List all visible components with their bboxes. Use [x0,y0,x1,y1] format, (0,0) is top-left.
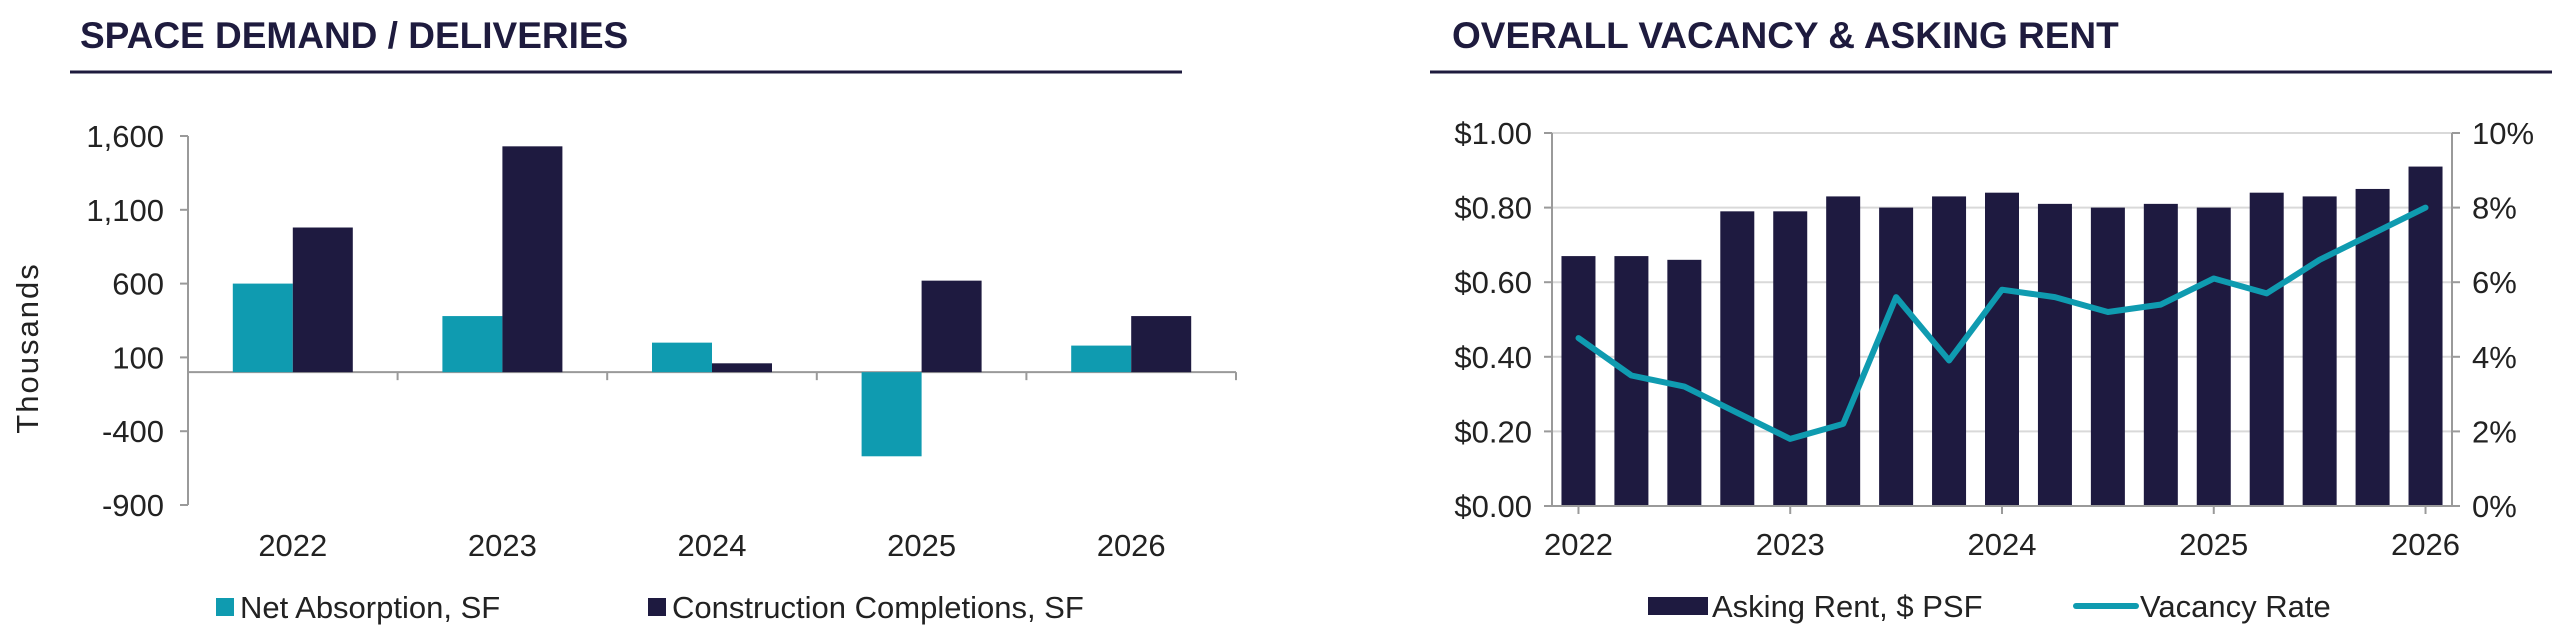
bar-asking-rent [2249,192,2284,506]
x-tick-label: 2025 [2179,527,2248,562]
x-tick-label: 2023 [1756,527,1825,562]
line-vacancy-rate [1575,204,2429,442]
legend-label: Asking Rent, $ PSF [1712,589,1983,624]
y2-tick-label: 0% [2472,489,2517,524]
legend-label: Net Absorption, SF [240,590,500,625]
bar-construction-completions [1131,316,1192,373]
y-tick-label: $1.00 [1454,116,1532,151]
bar-asking-rent [2143,203,2178,506]
legend-swatch-bar [1648,597,1708,615]
bar-construction-completions [292,227,353,373]
legend: Asking Rent, $ PSF Vacancy Rate [1648,589,2331,624]
space-demand-chart: SPACE DEMAND / DELIVERIES Thousands 1,60… [0,0,1240,633]
bar-asking-rent [1561,256,1596,506]
y-tick-label: 1,600 [86,119,164,154]
vacancy-rent-chart: OVERALL VACANCY & ASKING RENT $1.00 10% $0… [1400,0,2560,633]
bar-asking-rent [1720,211,1755,506]
bar-net-absorption [861,372,922,457]
x-tick-label: 2022 [258,528,327,563]
plot-area: $1.00 10% $0.80 8% $0.60 6% $0.40 4% $0.20 2% $0.0… [1454,116,2534,562]
y2-tick-label: 6% [2472,265,2517,300]
y-tick-label: $0.00 [1454,489,1532,524]
legend-swatch [216,598,234,616]
bar-construction-completions [502,146,563,373]
y-tick-label: 1,100 [86,193,164,228]
space-demand-svg: SPACE DEMAND / DELIVERIES Thousands 1,60… [10,15,1237,625]
y-tick-label: 600 [112,267,164,302]
bar-asking-rent [2196,207,2231,506]
legend: Net Absorption, SF Construction Completio… [216,590,1084,625]
y-tick-label: 100 [112,340,164,375]
bar-asking-rent [1826,196,1861,506]
vacancy-rent-svg: OVERALL VACANCY & ASKING RENT $1.00 10% $0… [1430,15,2552,624]
bar-construction-completions [921,280,982,373]
x-tick-label: 2024 [678,528,747,563]
x-tick-label: 2024 [1968,527,2037,562]
y-tick-label: $0.40 [1454,340,1532,375]
x-tick-label: 2025 [887,528,956,563]
y-tick-label: $0.60 [1454,265,1532,300]
bar-asking-rent [1932,196,1967,506]
bar-asking-rent [2090,207,2125,506]
y2-tick-label: 8% [2472,191,2517,226]
x-tick-label: 2023 [468,528,537,563]
bar-asking-rent [1985,192,2019,506]
bar-construction-completions [712,363,772,373]
legend-label: Construction Completions, SF [672,590,1084,625]
bar-asking-rent [2408,166,2443,506]
y2-tick-label: 2% [2472,414,2517,449]
plot-area: 1,600 1,100 600 100 -400 -900 2022 2023 2024 2025… [86,119,1237,563]
y-axis-label: Thousands [10,262,45,433]
chart-title: SPACE DEMAND / DELIVERIES [80,15,628,56]
chart-title: OVERALL VACANCY & ASKING RENT [1452,15,2119,56]
x-tick-label: 2026 [1097,528,1166,563]
y-tick-label: -900 [102,488,164,523]
bar-asking-rent [2037,203,2072,506]
legend-swatch [648,598,666,616]
legend-label: Vacancy Rate [2140,589,2331,624]
y2-tick-label: 4% [2472,340,2517,375]
bar-net-absorption [1071,345,1132,373]
bar-asking-rent [2302,196,2337,506]
y2-tick-label: 10% [2472,116,2534,151]
bar-asking-rent [1879,207,1914,506]
bar-net-absorption [442,316,503,373]
bar-net-absorption [652,342,712,373]
bar-asking-rent [1614,256,1649,506]
bar-net-absorption [232,283,293,373]
y-tick-label: $0.80 [1454,191,1532,226]
x-tick-label: 2022 [1544,527,1613,562]
y-tick-label: -400 [102,414,164,449]
x-tick-label: 2026 [2391,527,2460,562]
y-tick-label: $0.20 [1454,414,1532,449]
bar-asking-rent [1773,211,1808,506]
